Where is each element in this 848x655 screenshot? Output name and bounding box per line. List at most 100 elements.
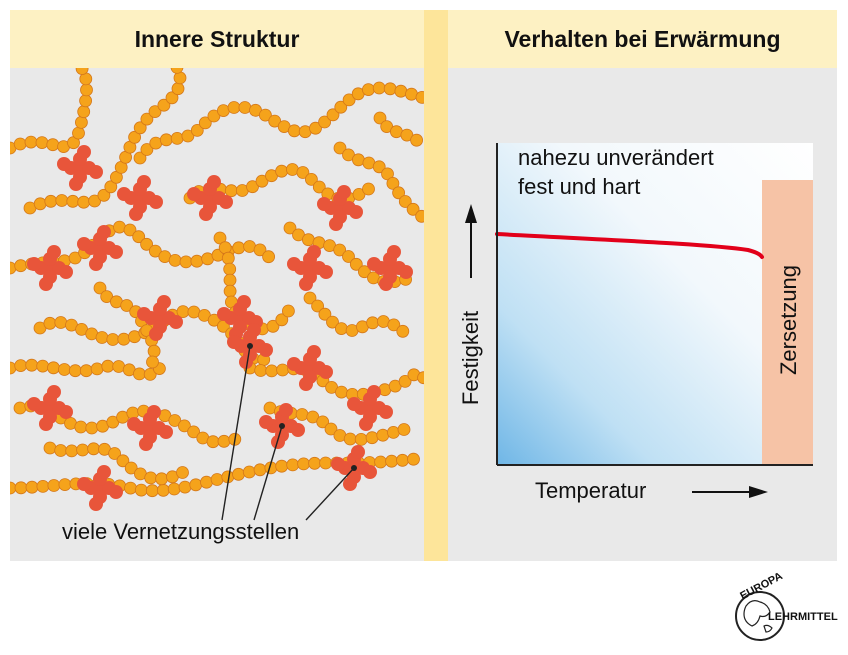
chain-bead — [36, 137, 48, 149]
crosslink-point — [307, 345, 321, 359]
crosslink-point — [97, 465, 111, 479]
chain-bead — [168, 483, 180, 495]
chain-bead — [298, 458, 310, 470]
chain-bead — [81, 84, 93, 96]
chain-bead — [86, 422, 98, 434]
chain-bead — [287, 459, 299, 471]
crosslink-point — [227, 335, 241, 349]
crosslink-point — [199, 207, 213, 221]
chain-bead — [218, 435, 230, 447]
crosslink-point — [387, 245, 401, 259]
chain-bead — [179, 481, 191, 493]
chain-bead — [169, 254, 181, 266]
chain-bead — [96, 332, 108, 344]
chain-bead — [286, 164, 298, 176]
chain-bead — [320, 457, 332, 469]
crosslink-point — [77, 145, 91, 159]
crosslink-point — [319, 265, 333, 279]
chain-bead — [233, 468, 245, 480]
y-axis-label: Festigkeit — [458, 311, 484, 405]
crosslink-point — [287, 357, 301, 371]
crosslink-point — [137, 307, 151, 321]
chain-bead — [44, 442, 56, 454]
chain-bead — [114, 221, 126, 233]
logo-text-lehrmittel: LEHRMITTEL — [768, 611, 838, 623]
chain-bead — [201, 476, 213, 488]
chain-bead — [302, 234, 314, 246]
crosslink-point — [77, 477, 91, 491]
crosslink-point — [39, 277, 53, 291]
chain-bead — [14, 138, 26, 150]
crosslink-point — [299, 377, 313, 391]
crosslink-point — [59, 405, 73, 419]
chain-bead — [255, 365, 267, 377]
crosslink-point — [247, 323, 261, 337]
chain-bead — [397, 325, 409, 337]
crosslink-point — [27, 397, 41, 411]
crosslink-point — [187, 187, 201, 201]
crosslink-point — [69, 177, 83, 191]
crosslink-point — [127, 417, 141, 431]
panel-divider — [424, 10, 448, 561]
chain-bead — [224, 274, 236, 286]
crosslink-point — [307, 245, 321, 259]
chain-bead — [148, 345, 160, 357]
chain-bead — [118, 333, 130, 345]
crosslink-point — [147, 405, 161, 419]
chain-bead — [56, 195, 68, 207]
chain-bead — [277, 364, 289, 376]
chain-bead — [145, 472, 157, 484]
chain-bead — [34, 198, 46, 210]
crosslink-point — [169, 315, 183, 329]
chain-bead — [88, 443, 100, 455]
crosslink-point — [379, 405, 393, 419]
crosslink-point — [39, 417, 53, 431]
chain-bead — [47, 139, 59, 151]
chain-bead — [191, 255, 203, 267]
crosslink-point — [137, 175, 151, 189]
crosslink-point — [331, 457, 345, 471]
crosslink-point — [47, 385, 61, 399]
chain-bead — [177, 467, 189, 479]
crosslink-point — [77, 237, 91, 251]
chain-bead — [288, 125, 300, 137]
chain-bead — [133, 368, 145, 380]
chain-bead — [37, 360, 49, 372]
chain-bead — [228, 102, 240, 114]
crosslink-point — [367, 385, 381, 399]
crosslink-point — [259, 415, 273, 429]
crosslink-point — [89, 497, 103, 511]
chain-bead — [146, 485, 158, 497]
chain-bead — [157, 484, 169, 496]
crosslink-point — [149, 195, 163, 209]
chain-bead — [225, 185, 237, 197]
chain-bead — [207, 436, 219, 448]
chain-bead — [14, 402, 26, 414]
crosslink-point — [363, 465, 377, 479]
crosslink-point — [399, 265, 413, 279]
chain-bead — [37, 480, 49, 492]
crosslink-point — [291, 423, 305, 437]
crosslink-point — [139, 437, 153, 451]
chain-bead — [26, 481, 38, 493]
chain-bead — [44, 317, 56, 329]
crosslink-point — [337, 185, 351, 199]
crosslink-point — [157, 295, 171, 309]
crosslink-point — [219, 195, 233, 209]
chain-bead — [69, 365, 81, 377]
x-axis-label: Temperatur — [535, 478, 646, 504]
chain-bead — [254, 464, 266, 476]
chain-bead — [45, 195, 57, 207]
chain-bead — [263, 251, 275, 263]
europa-lehrmittel-logo: EUROPA LEHRMITTEL — [712, 566, 842, 650]
chain-bead — [180, 256, 192, 268]
chain-bead — [233, 242, 245, 254]
crosslink-point — [379, 277, 393, 291]
chain-bead — [373, 82, 385, 94]
chain-bead — [344, 433, 356, 445]
crosslink-point — [237, 295, 251, 309]
chain-bead — [75, 116, 87, 128]
chain-bead — [25, 136, 37, 148]
chain-bead — [411, 134, 423, 146]
chain-bead — [77, 444, 89, 456]
